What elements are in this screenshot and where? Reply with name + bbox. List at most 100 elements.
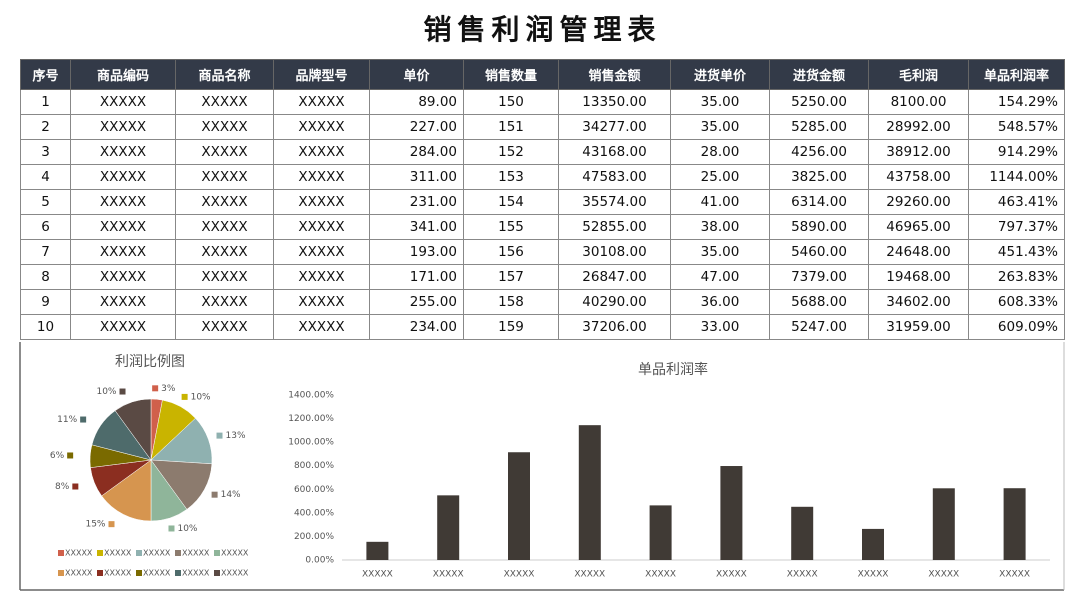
table-cell: 263.83%	[968, 264, 1065, 290]
table-cell: XXXXX	[70, 214, 176, 240]
pie-slice	[90, 459, 152, 497]
table-cell: 8100.00	[868, 89, 969, 115]
pie-slice	[114, 398, 152, 461]
table-cell: 25.00	[670, 164, 770, 190]
table-cell: XXXXX	[70, 114, 176, 140]
table-cell: 40290.00	[558, 289, 671, 315]
table-cell: 41.00	[670, 189, 770, 215]
table-cell: 2	[20, 114, 71, 140]
table-cell: 154	[463, 189, 559, 215]
table-row: 10 XXXXX XXXXX XXXXX 234.00 159 37206.00 33.00 5…	[20, 314, 1065, 340]
table-cell: 5250.00	[769, 89, 869, 115]
table-cell: 193.00	[369, 239, 464, 265]
table-row: 9 XXXXX XXXXX XXXXX 255.00 158 40290.00 36.00 56…	[20, 289, 1065, 315]
table-cell: 463.41%	[968, 189, 1065, 215]
table-cell: XXXXX	[273, 139, 370, 165]
header-cell: 序号	[20, 59, 71, 90]
table-cell: 1144.00%	[968, 164, 1065, 190]
table-cell: 255.00	[369, 289, 464, 315]
table-cell: XXXXX	[273, 264, 370, 290]
header-row: 序号 商品编码 商品名称 品牌型号 单价 销售数量 销售金额 进货单价 进货金额 毛利润 单品利润率	[20, 59, 1065, 90]
table-cell: XXXXX	[70, 314, 176, 340]
header-cell: 单品利润率	[968, 59, 1065, 90]
table-cell: XXXXX	[175, 114, 274, 140]
x-tick-label: XXXXX	[433, 570, 464, 580]
y-tick-label: 800.00%	[294, 461, 334, 471]
table-cell: XXXXX	[70, 89, 176, 115]
table-cell: XXXXX	[273, 289, 370, 315]
table-cell: 7	[20, 239, 71, 265]
table-cell: 4256.00	[769, 139, 869, 165]
label-swatch	[216, 432, 223, 439]
table-cell: 4	[20, 164, 71, 190]
label-swatch	[152, 385, 159, 392]
bar	[791, 506, 814, 560]
x-tick-label: XXXXX	[787, 570, 818, 580]
legend-label: XXXXX	[65, 569, 93, 578]
data-label: 10%	[177, 524, 197, 534]
table-cell: 609.09%	[968, 314, 1065, 340]
y-tick-label: 0.00%	[305, 556, 334, 566]
bar	[720, 466, 743, 560]
table-cell: XXXXX	[175, 239, 274, 265]
legend-swatch	[136, 550, 142, 556]
table-cell: 152	[463, 139, 559, 165]
x-tick-label: XXXXX	[999, 570, 1030, 580]
pie-slice	[89, 444, 152, 468]
table-cell: 38.00	[670, 214, 770, 240]
legend-label: XXXXX	[221, 549, 249, 558]
header-cell: 商品名称	[175, 59, 274, 90]
table-cell: XXXXX	[175, 164, 274, 190]
table-cell: 155	[463, 214, 559, 240]
legend-swatch	[97, 570, 103, 576]
table-cell: 24648.00	[868, 239, 969, 265]
table-cell: XXXXX	[175, 314, 274, 340]
header-cell: 进货金额	[769, 59, 869, 90]
y-tick-label: 200.00%	[294, 532, 334, 542]
table-cell: 35.00	[670, 114, 770, 140]
legend-label: XXXXX	[104, 569, 132, 578]
y-tick-label: 1200.00%	[288, 414, 334, 424]
table-cell: 159	[463, 314, 559, 340]
table-cell: 608.33%	[968, 289, 1065, 315]
table-cell: 28.00	[670, 139, 770, 165]
table-cell: XXXXX	[175, 139, 274, 165]
pie-slice	[150, 459, 213, 510]
header-cell: 品牌型号	[273, 59, 370, 90]
legend-swatch	[58, 550, 64, 556]
table-cell: 36.00	[670, 289, 770, 315]
y-tick-label: 1400.00%	[288, 391, 334, 401]
table-cell: 451.43%	[968, 239, 1065, 265]
label-swatch	[72, 483, 79, 490]
table-cell: 28992.00	[868, 114, 969, 140]
table-row: 8 XXXXX XXXXX XXXXX 171.00 157 26847.00 47.00 73…	[20, 264, 1065, 290]
table-cell: 89.00	[369, 89, 464, 115]
table-cell: XXXXX	[175, 264, 274, 290]
data-label: 6%	[50, 451, 65, 461]
table-cell: 33.00	[670, 314, 770, 340]
label-swatch	[80, 416, 87, 423]
legend-label: XXXXX	[182, 569, 210, 578]
bar	[932, 488, 955, 560]
table-cell: 5688.00	[769, 289, 869, 315]
data-label: 14%	[221, 490, 241, 500]
table-cell: 31959.00	[868, 314, 969, 340]
table-cell: 5890.00	[769, 214, 869, 240]
table-cell: 35574.00	[558, 189, 671, 215]
data-table: 序号 商品编码 商品名称 品牌型号 单价 销售数量 销售金额 进货单价 进货金额 毛利润 单品利润率…	[20, 59, 1065, 340]
pie-slice	[91, 410, 152, 461]
table-cell: 29260.00	[868, 189, 969, 215]
table-cell: XXXXX	[273, 114, 370, 140]
label-swatch	[181, 393, 188, 400]
legend-swatch	[214, 550, 220, 556]
table-cell: 6	[20, 214, 71, 240]
label-swatch	[168, 525, 175, 532]
table-cell: 8	[20, 264, 71, 290]
table-cell: 1	[20, 89, 71, 115]
chart-title: 单品利润率	[638, 361, 708, 378]
bar	[1003, 488, 1026, 560]
bar	[437, 495, 460, 560]
legend-label: XXXXX	[143, 569, 171, 578]
label-swatch	[119, 388, 126, 395]
table-cell: XXXXX	[273, 89, 370, 115]
